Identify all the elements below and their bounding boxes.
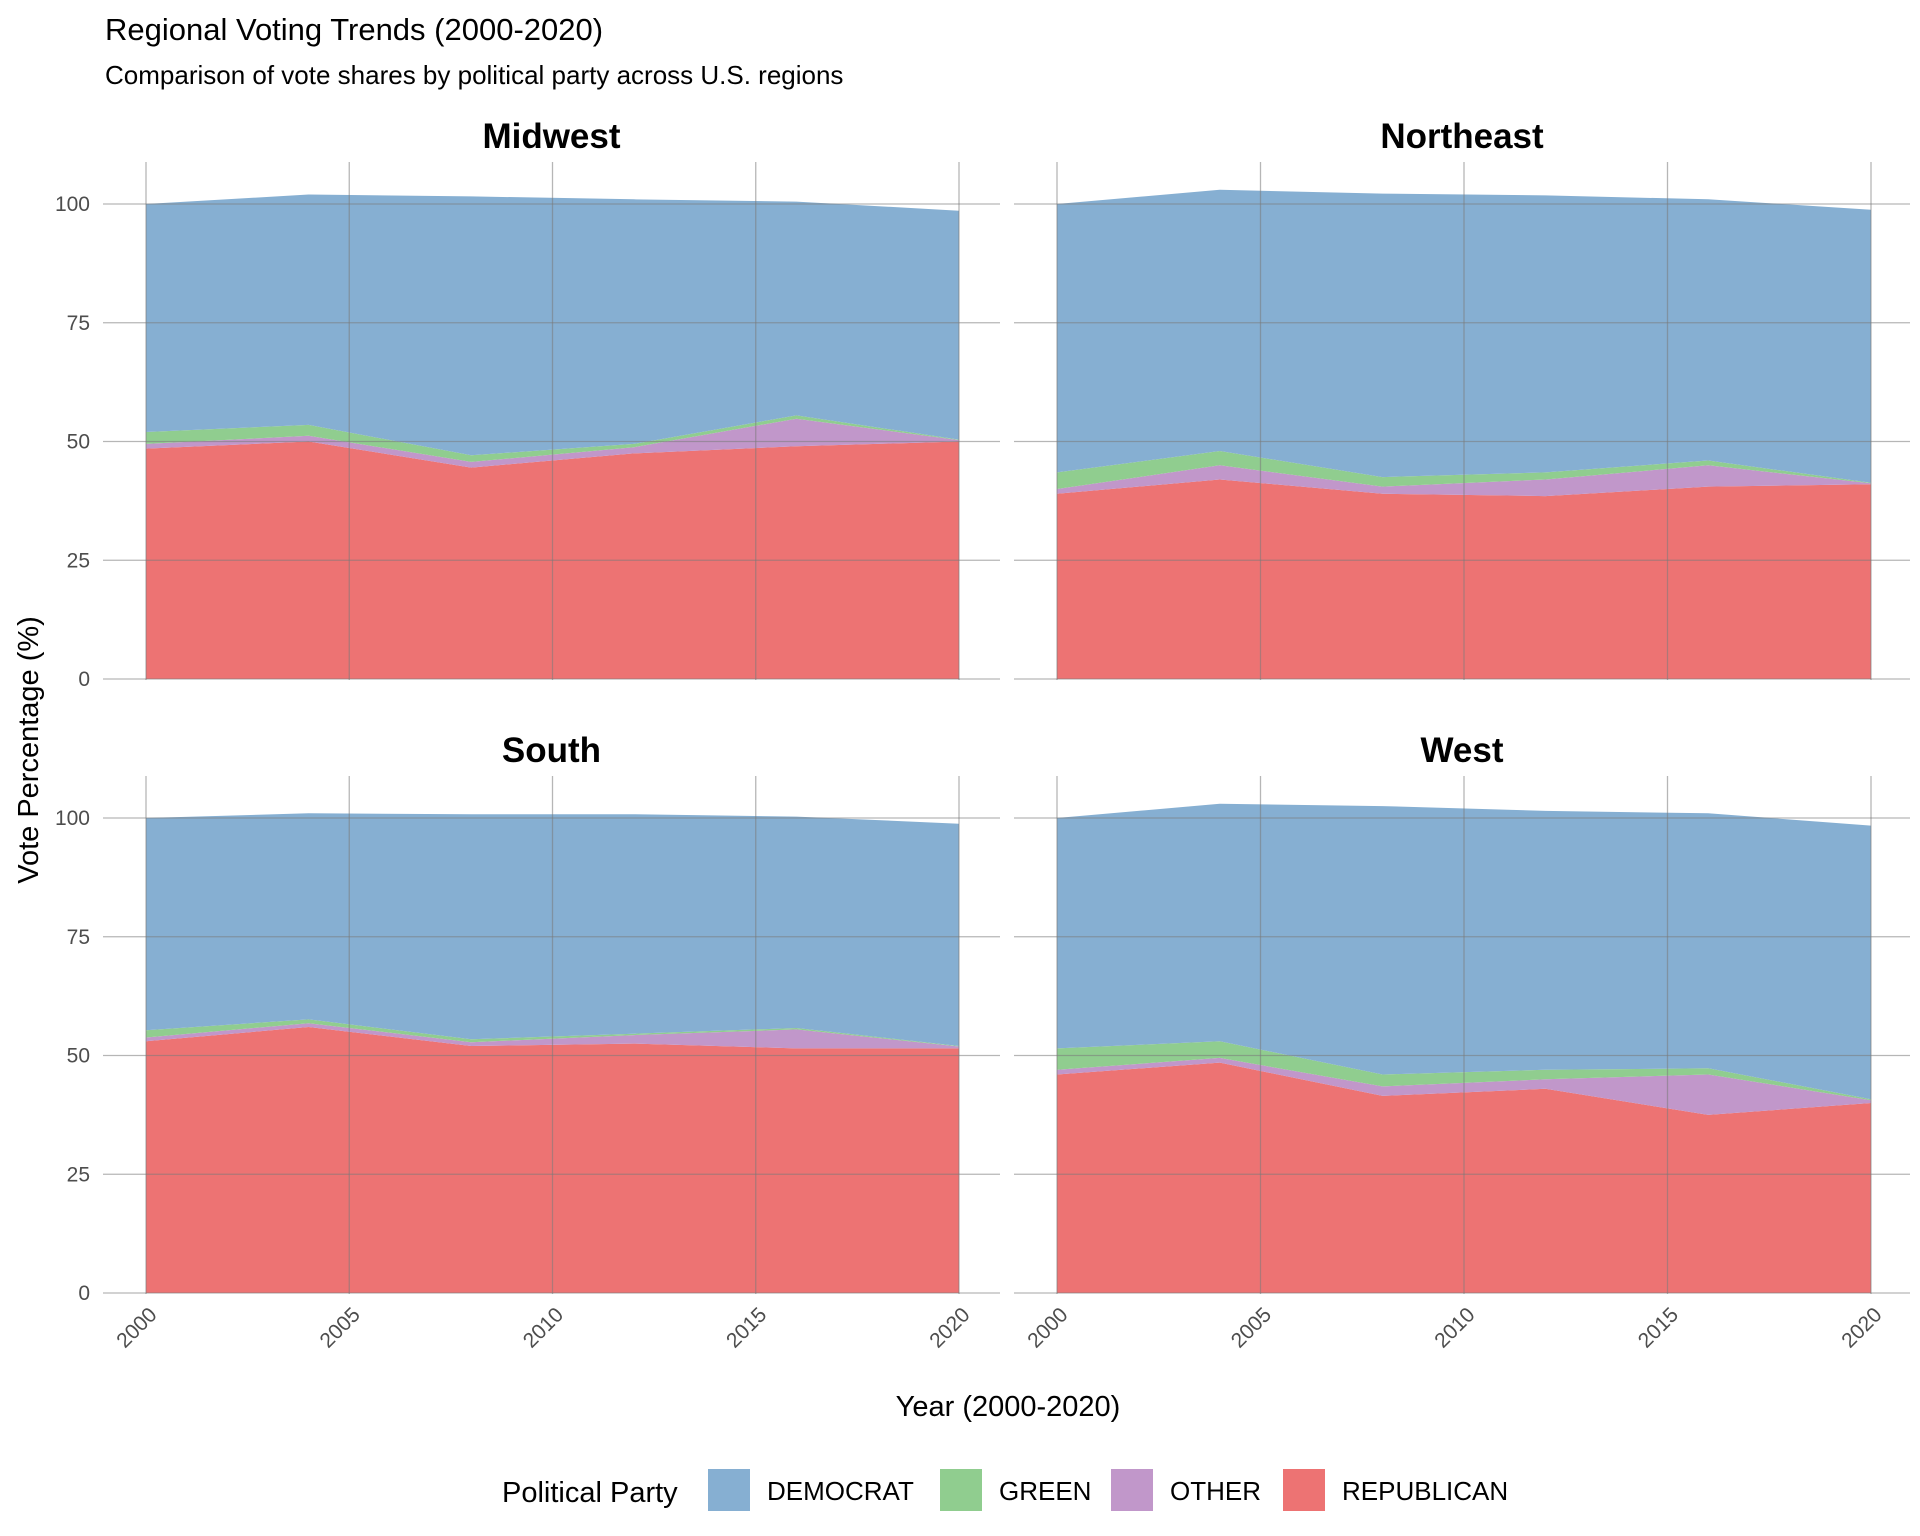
- y-tick-label: 25: [67, 549, 90, 572]
- legend-label-green: GREEN: [999, 1476, 1091, 1506]
- gridlines-midwest: [103, 162, 1000, 680]
- legend-swatch-green: [940, 1469, 982, 1511]
- y-tick-label: 100: [55, 807, 90, 830]
- x-tick-label: 2000: [1023, 1303, 1072, 1352]
- gridlines-west: [1014, 776, 1910, 1294]
- x-tick-label: 2015: [722, 1303, 771, 1352]
- y-tick-label: 25: [67, 1163, 90, 1186]
- x-axis-ticks: 2000 2005 2010 2015 2020 2000 2005 2010 2015 2020: [112, 1303, 1886, 1352]
- x-tick-label: 2000: [112, 1303, 161, 1352]
- legend: Political Party DEMOCRAT GREEN OTHER REPUBL…: [502, 1469, 1508, 1511]
- gridlines-northeast: [1014, 162, 1910, 680]
- x-tick-label: 2010: [1430, 1303, 1479, 1352]
- panel-west: West: [1014, 731, 1910, 1294]
- y-tick-label: 75: [67, 926, 90, 949]
- x-tick-label: 2020: [1837, 1303, 1886, 1352]
- legend-label-democrat: DEMOCRAT: [767, 1476, 914, 1506]
- panel-midwest: Midwest: [103, 117, 1000, 680]
- x-axis-label: Year (2000-2020): [896, 1391, 1121, 1423]
- y-axis-label: Vote Percentage (%): [13, 616, 45, 884]
- gridlines-south: [103, 776, 1000, 1294]
- legend-label-other: OTHER: [1170, 1476, 1261, 1506]
- x-tick-label: 2020: [925, 1303, 974, 1352]
- chart-subtitle: Comparison of vote shares by political p…: [105, 60, 843, 90]
- legend-title: Political Party: [502, 1477, 678, 1509]
- y-tick-label: 0: [78, 1282, 90, 1305]
- x-tick-label: 2005: [1227, 1303, 1276, 1352]
- legend-swatch-democrat: [708, 1469, 750, 1511]
- legend-swatch-republican: [1283, 1469, 1325, 1511]
- panel-title-northeast: Northeast: [1380, 117, 1544, 156]
- legend-swatch-other: [1111, 1469, 1153, 1511]
- y-tick-label: 0: [78, 668, 90, 691]
- legend-label-republican: REPUBLICAN: [1342, 1476, 1508, 1506]
- x-tick-label: 2005: [315, 1303, 364, 1352]
- y-axis-ticks: 0 25 50 75 100 0 25 50 75 100: [55, 193, 90, 1305]
- facet-panels: Midwest Northeast South West: [103, 117, 1910, 1294]
- panel-northeast: Northeast: [1014, 117, 1910, 680]
- x-tick-label: 2015: [1634, 1303, 1683, 1352]
- y-tick-label: 100: [55, 193, 90, 216]
- y-tick-label: 50: [67, 431, 90, 454]
- panel-south: South: [103, 731, 1000, 1294]
- panel-title-west: West: [1421, 731, 1504, 770]
- x-tick-label: 2010: [519, 1303, 568, 1352]
- panel-title-midwest: Midwest: [482, 117, 620, 156]
- y-tick-label: 50: [67, 1045, 90, 1068]
- y-tick-label: 75: [67, 312, 90, 335]
- chart-title: Regional Voting Trends (2000-2020): [105, 12, 603, 47]
- panel-title-south: South: [502, 731, 601, 770]
